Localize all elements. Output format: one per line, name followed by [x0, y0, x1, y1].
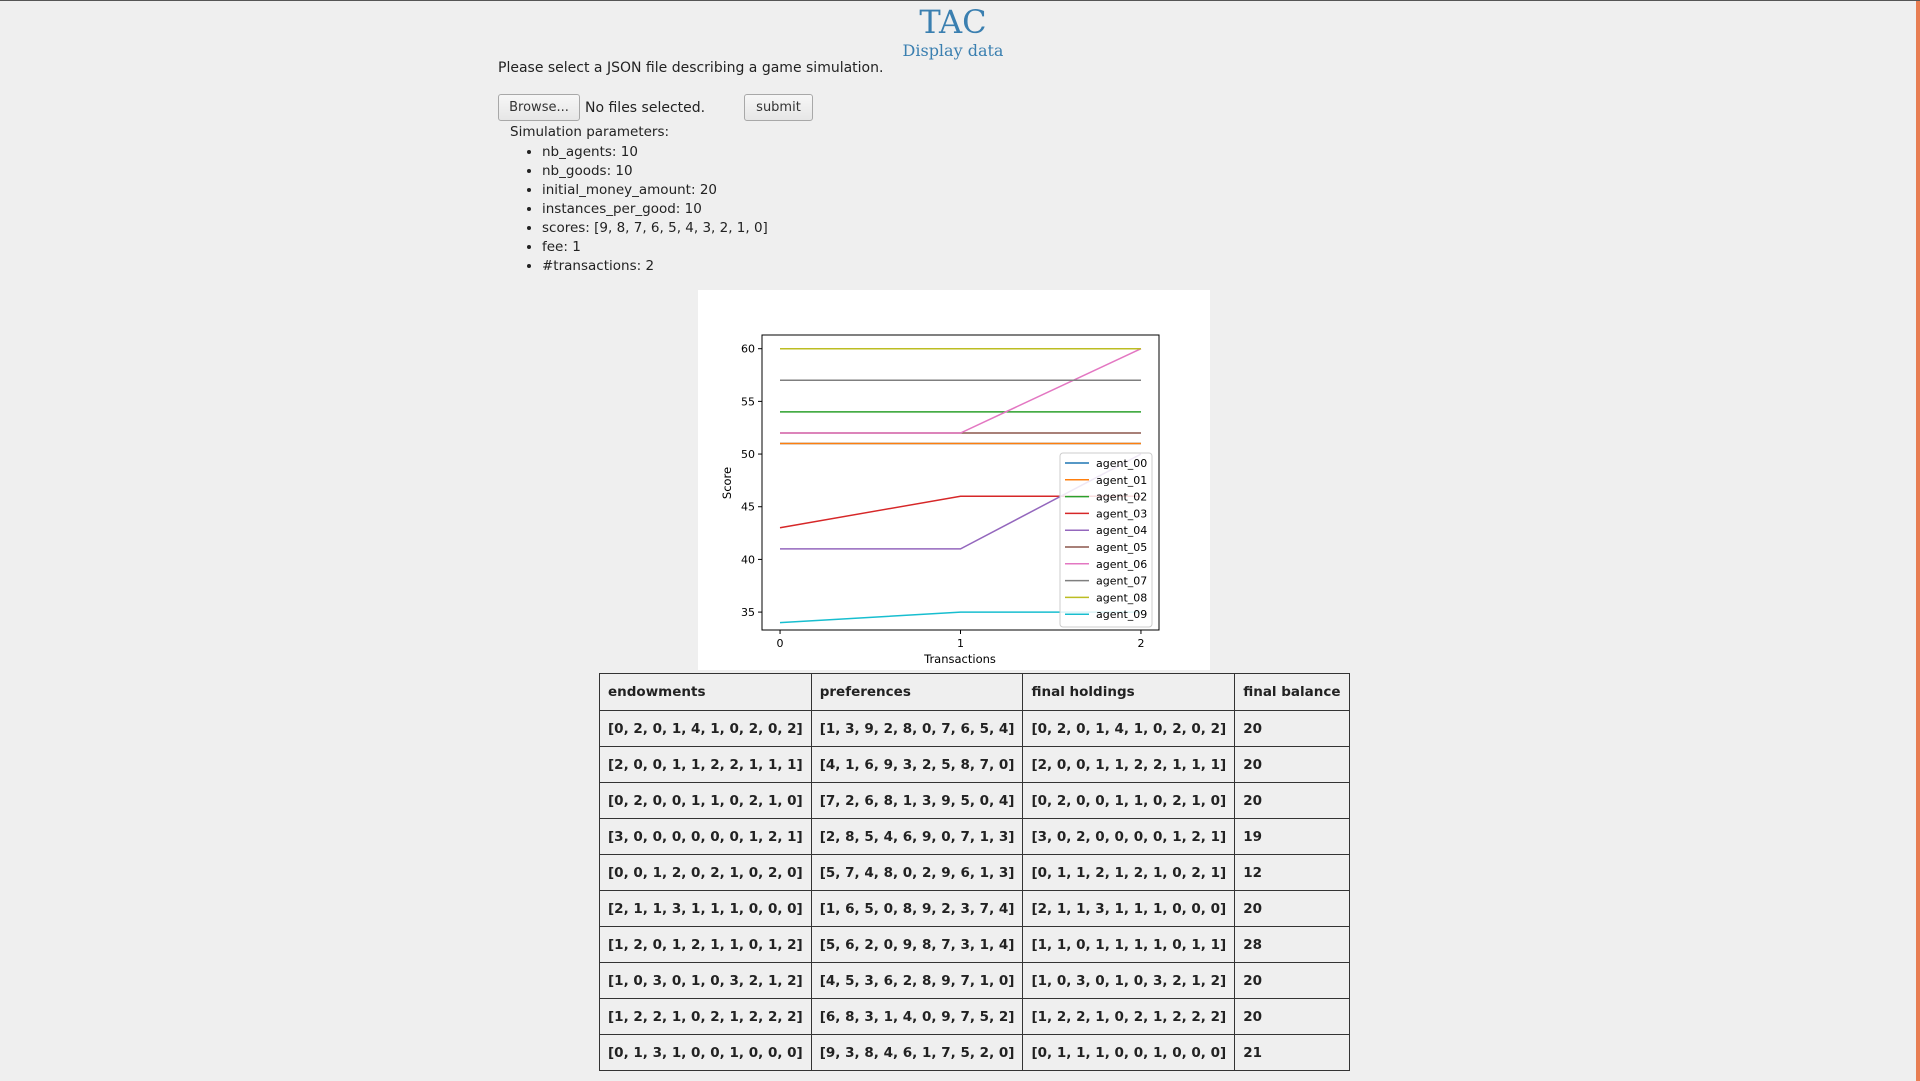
cell-final-balance: 21 [1234, 1034, 1350, 1071]
legend-label: agent_04 [1096, 524, 1147, 537]
cell-endowments: [0, 2, 0, 0, 1, 1, 0, 2, 1, 0] [599, 782, 812, 819]
x-tick-label: 1 [957, 637, 964, 650]
legend-label: agent_00 [1096, 457, 1147, 470]
series-line-agent_06 [780, 348, 1142, 434]
table-row: [2, 1, 1, 3, 1, 1, 1, 0, 0, 0] [1, 6, 5, … [599, 890, 1350, 927]
cell-preferences: [4, 1, 6, 9, 3, 2, 5, 8, 7, 0] [810, 746, 1024, 783]
cell-preferences: [4, 5, 3, 6, 2, 8, 9, 7, 1, 0] [810, 962, 1024, 999]
table-row: [0, 2, 0, 0, 1, 1, 0, 2, 1, 0] [7, 2, 6, … [599, 782, 1350, 819]
parameter-item: #transactions: 2 [542, 257, 768, 276]
cell-final-holdings: [0, 2, 0, 1, 4, 1, 0, 2, 0, 2] [1022, 710, 1236, 747]
parameters-title: Simulation parameters: [510, 124, 670, 140]
simulation-parameters: Simulation parameters: nb_agents: 10 nb_… [510, 124, 768, 276]
cell-endowments: [1, 0, 3, 0, 1, 0, 3, 2, 1, 2] [599, 962, 812, 999]
table-row: [0, 0, 1, 2, 0, 2, 1, 0, 2, 0] [5, 7, 4, … [599, 854, 1350, 891]
page-subtitle: Display data [902, 41, 1004, 60]
column-header-preferences: preferences [810, 673, 1024, 711]
cell-final-holdings: [1, 0, 3, 0, 1, 0, 3, 2, 1, 2] [1022, 962, 1236, 999]
x-axis-label: Transactions [923, 652, 996, 666]
table-row: [1, 2, 0, 1, 2, 1, 1, 0, 1, 2] [5, 6, 2, … [599, 926, 1350, 963]
legend-label: agent_09 [1096, 608, 1147, 621]
cell-final-balance: 20 [1234, 998, 1350, 1035]
cell-final-holdings: [2, 0, 0, 1, 1, 2, 2, 1, 1, 1] [1022, 746, 1236, 783]
submit-button[interactable]: submit [744, 94, 813, 121]
cell-final-holdings: [0, 1, 1, 1, 0, 0, 1, 0, 0, 0] [1022, 1034, 1236, 1071]
window-edge [1916, 1, 1920, 1081]
cell-preferences: [1, 6, 5, 0, 8, 9, 2, 3, 7, 4] [810, 890, 1024, 927]
y-tick-label: 35 [741, 606, 755, 619]
cell-endowments: [0, 2, 0, 1, 4, 1, 0, 2, 0, 2] [599, 710, 812, 747]
x-tick-label: 2 [1137, 637, 1144, 650]
legend-label: agent_03 [1096, 507, 1147, 520]
parameter-item: fee: 1 [542, 238, 768, 257]
cell-endowments: [0, 0, 1, 2, 0, 2, 1, 0, 2, 0] [599, 854, 812, 891]
y-tick-label: 45 [741, 501, 755, 514]
table-header-row: endowments preferences final holdings fi… [599, 673, 1350, 711]
page-title: TAC [919, 3, 987, 41]
x-tick-label: 0 [777, 637, 784, 650]
parameter-item: instances_per_good: 10 [542, 200, 768, 219]
y-tick-label: 60 [741, 343, 755, 356]
table-row: [3, 0, 0, 0, 0, 0, 0, 1, 2, 1] [2, 8, 5, … [599, 818, 1350, 855]
cell-final-balance: 19 [1234, 818, 1350, 855]
cell-final-holdings: [0, 1, 1, 2, 1, 2, 1, 0, 2, 1] [1022, 854, 1236, 891]
cell-final-holdings: [1, 2, 2, 1, 0, 2, 1, 2, 2, 2] [1022, 998, 1236, 1035]
chart-legend: agent_00 agent_01 agent_02 agent_03 agent_04… [1059, 452, 1153, 628]
cell-endowments: [2, 0, 0, 1, 1, 2, 2, 1, 1, 1] [599, 746, 812, 783]
score-chart-svg: 35 40 45 50 55 60 0 1 2 Transactions Score agen… [720, 334, 1160, 666]
cell-final-holdings: [2, 1, 1, 3, 1, 1, 1, 0, 0, 0] [1022, 890, 1236, 927]
legend-label: agent_05 [1096, 541, 1147, 554]
cell-final-balance: 20 [1234, 710, 1350, 747]
y-tick-label: 40 [741, 553, 755, 566]
legend-label: agent_02 [1096, 491, 1147, 504]
legend-label: agent_08 [1096, 591, 1147, 604]
cell-preferences: [2, 8, 5, 4, 6, 9, 0, 7, 1, 3] [810, 818, 1024, 855]
browse-button[interactable]: Browse... [498, 94, 580, 121]
table-row: [0, 1, 3, 1, 0, 0, 1, 0, 0, 0] [9, 3, 8, … [599, 1034, 1350, 1071]
legend-label: agent_01 [1096, 474, 1147, 487]
agents-table: endowments preferences final holdings fi… [599, 673, 1350, 1071]
cell-final-balance: 12 [1234, 854, 1350, 891]
cell-endowments: [2, 1, 1, 3, 1, 1, 1, 0, 0, 0] [599, 890, 812, 927]
parameter-item: initial_money_amount: 20 [542, 181, 768, 200]
y-tick-label: 55 [741, 395, 755, 408]
cell-preferences: [9, 3, 8, 4, 6, 1, 7, 5, 2, 0] [810, 1034, 1024, 1071]
cell-final-balance: 20 [1234, 962, 1350, 999]
cell-endowments: [0, 1, 3, 1, 0, 0, 1, 0, 0, 0] [599, 1034, 812, 1071]
cell-endowments: [1, 2, 2, 1, 0, 2, 1, 2, 2, 2] [599, 998, 812, 1035]
y-axis-label: Score [720, 467, 734, 499]
cell-final-balance: 28 [1234, 926, 1350, 963]
file-upload-row: Browse... No files selected. submit [498, 94, 813, 121]
cell-final-balance: 20 [1234, 782, 1350, 819]
table-row: [2, 0, 0, 1, 1, 2, 2, 1, 1, 1] [4, 1, 6, … [599, 746, 1350, 783]
column-header-endowments: endowments [599, 673, 812, 711]
cell-final-holdings: [0, 2, 0, 0, 1, 1, 0, 2, 1, 0] [1022, 782, 1236, 819]
cell-final-balance: 20 [1234, 890, 1350, 927]
cell-preferences: [1, 3, 9, 2, 8, 0, 7, 6, 5, 4] [810, 710, 1024, 747]
table-row: [0, 2, 0, 1, 4, 1, 0, 2, 0, 2] [1, 3, 9, … [599, 710, 1350, 747]
cell-final-holdings: [1, 1, 0, 1, 1, 1, 1, 0, 1, 1] [1022, 926, 1236, 963]
parameter-item: nb_goods: 10 [542, 162, 768, 181]
cell-endowments: [3, 0, 0, 0, 0, 0, 0, 1, 2, 1] [599, 818, 812, 855]
legend-label: agent_06 [1096, 558, 1147, 571]
cell-final-balance: 20 [1234, 746, 1350, 783]
upload-prompt: Please select a JSON file describing a g… [498, 60, 884, 76]
cell-preferences: [5, 6, 2, 0, 9, 8, 7, 3, 1, 4] [810, 926, 1024, 963]
score-chart: 35 40 45 50 55 60 0 1 2 Transactions Score agen… [698, 290, 1210, 670]
cell-preferences: [5, 7, 4, 8, 0, 2, 9, 6, 1, 3] [810, 854, 1024, 891]
legend-label: agent_07 [1096, 575, 1147, 588]
cell-preferences: [7, 2, 6, 8, 1, 3, 9, 5, 0, 4] [810, 782, 1024, 819]
table-row: [1, 2, 2, 1, 0, 2, 1, 2, 2, 2] [6, 8, 3, … [599, 998, 1350, 1035]
file-status: No files selected. [585, 99, 706, 116]
cell-endowments: [1, 2, 0, 1, 2, 1, 1, 0, 1, 2] [599, 926, 812, 963]
y-tick-label: 50 [741, 448, 755, 461]
cell-final-holdings: [3, 0, 2, 0, 0, 0, 0, 1, 2, 1] [1022, 818, 1236, 855]
parameter-item: nb_agents: 10 [542, 143, 768, 162]
table-row: [1, 0, 3, 0, 1, 0, 3, 2, 1, 2] [4, 5, 3, … [599, 962, 1350, 999]
parameters-list: nb_agents: 10 nb_goods: 10 initial_money… [510, 143, 768, 276]
column-header-final-holdings: final holdings [1022, 673, 1236, 711]
cell-preferences: [6, 8, 3, 1, 4, 0, 9, 7, 5, 2] [810, 998, 1024, 1035]
column-header-final-balance: final balance [1234, 673, 1350, 711]
parameter-item: scores: [9, 8, 7, 6, 5, 4, 3, 2, 1, 0] [542, 219, 768, 238]
